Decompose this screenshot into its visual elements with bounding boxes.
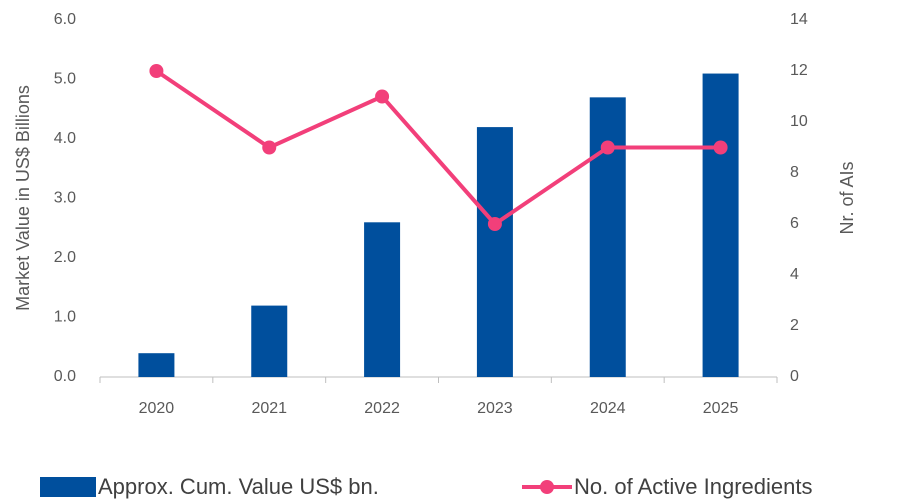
y-tick-label: 5.0 bbox=[54, 71, 76, 88]
x-tick-label: 2025 bbox=[703, 400, 739, 417]
legend-label: No. of Active Ingredients bbox=[574, 474, 812, 499]
y-tick-label: 2.0 bbox=[54, 249, 76, 266]
legend-marker bbox=[540, 480, 554, 494]
line-marker bbox=[600, 140, 615, 155]
bar bbox=[138, 353, 175, 377]
y2-tick-label: 4 bbox=[790, 266, 799, 283]
y2-axis-title: Nr. of AIs bbox=[837, 161, 857, 234]
line-marker bbox=[149, 64, 164, 78]
y-tick-label: 6.0 bbox=[54, 11, 76, 28]
x-tick-label: 2020 bbox=[139, 400, 175, 417]
y2-tick-label: 14 bbox=[790, 11, 808, 28]
y-tick-label: 1.0 bbox=[54, 309, 76, 326]
line-marker bbox=[487, 217, 502, 231]
y-tick-label: 3.0 bbox=[54, 190, 76, 207]
bar bbox=[476, 127, 513, 377]
line-marker bbox=[262, 140, 277, 155]
x-tick-label: 2023 bbox=[477, 400, 513, 417]
bar bbox=[251, 305, 288, 377]
line bbox=[155, 69, 721, 226]
x-tick-label: 2021 bbox=[251, 400, 287, 417]
y-tick-label: 0.0 bbox=[54, 368, 76, 385]
y2-tick-label: 6 bbox=[790, 215, 799, 232]
line-marker bbox=[713, 140, 728, 155]
y2-tick-label: 12 bbox=[790, 62, 808, 79]
y2-tick-label: 8 bbox=[790, 164, 799, 181]
y-axis-title: Market Value in US$ Billions bbox=[13, 85, 33, 311]
y2-tick-label: 0 bbox=[790, 368, 799, 385]
legend-swatch bbox=[40, 477, 96, 497]
y-tick-label: 4.0 bbox=[54, 130, 76, 147]
legend-label: Approx. Cum. Value US$ bn. bbox=[98, 474, 379, 499]
x-tick-label: 2022 bbox=[364, 400, 400, 417]
bar bbox=[589, 97, 626, 377]
bar bbox=[364, 222, 401, 377]
bar bbox=[702, 73, 739, 378]
line-marker bbox=[375, 89, 390, 104]
x-tick-label: 2024 bbox=[590, 400, 626, 417]
y2-tick-label: 10 bbox=[790, 113, 808, 130]
y2-tick-label: 2 bbox=[790, 317, 799, 334]
